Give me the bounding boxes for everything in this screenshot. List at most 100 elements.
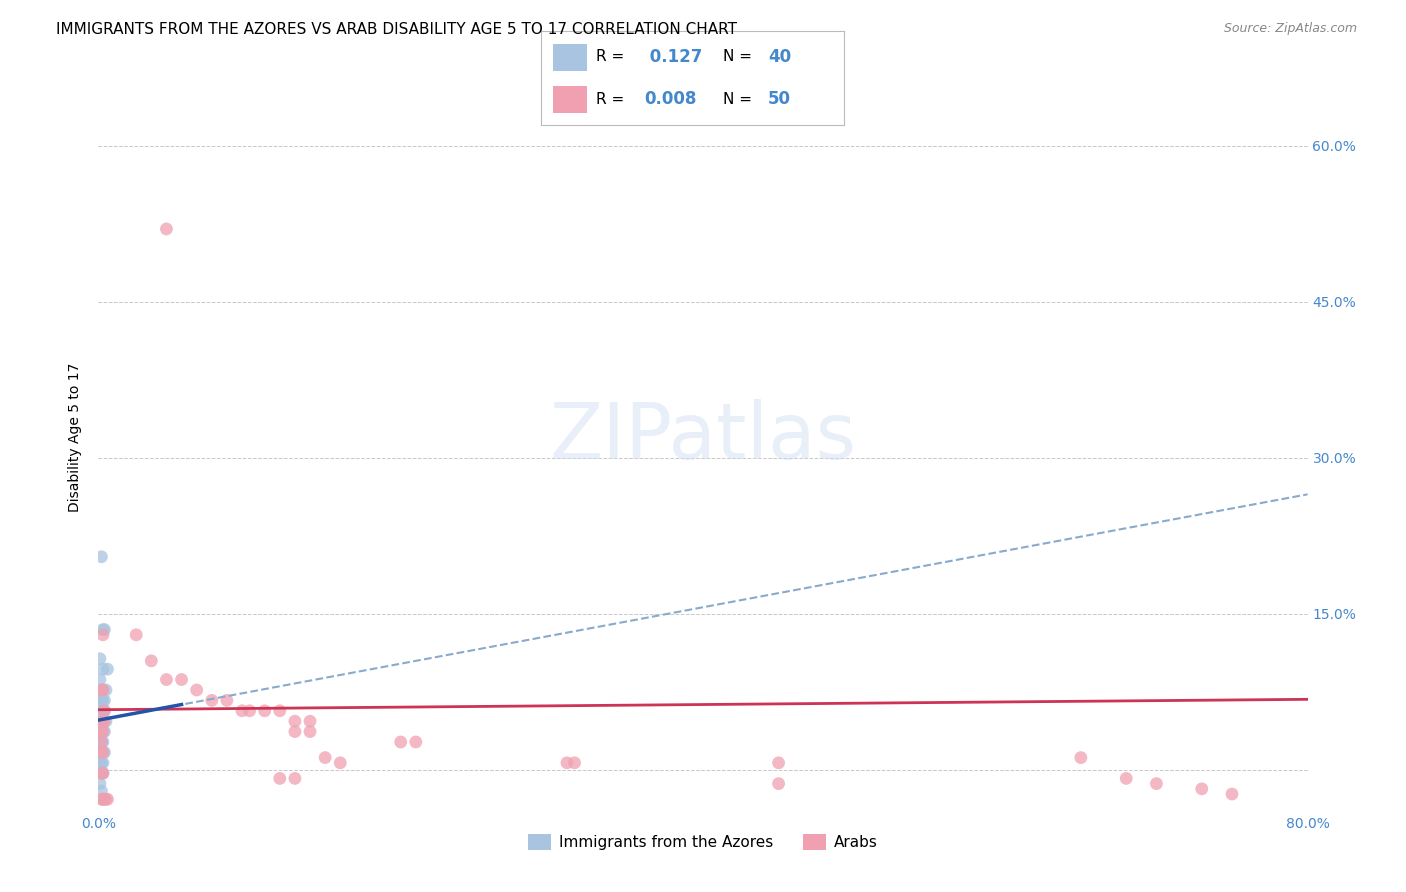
Text: 0.008: 0.008 (644, 90, 696, 108)
Point (1144, 776, 1167, 791)
Point (93, 693, 115, 707)
Point (89, 714, 111, 728)
Y-axis label: Disability Age 5 to 17: Disability Age 5 to 17 (69, 362, 83, 512)
Point (90, 714, 112, 728)
Point (170, 673, 193, 687)
Point (91, 746, 114, 760)
Point (91, 683, 114, 698)
Point (1070, 750, 1092, 764)
Point (269, 704, 291, 718)
Point (93, 704, 115, 718)
Point (91, 693, 114, 707)
Bar (554, 87, 586, 112)
Point (1220, 787, 1243, 801)
Point (93, 623, 115, 637)
Text: N =: N = (723, 49, 756, 64)
Point (186, 683, 208, 698)
Point (253, 704, 276, 718)
Point (215, 693, 238, 707)
Point (90, 724, 112, 739)
Point (1191, 781, 1213, 796)
Point (89, 651, 111, 665)
Point (284, 714, 307, 728)
Point (91, 714, 114, 728)
Point (91, 704, 114, 718)
Point (89, 673, 111, 687)
Point (90, 693, 112, 707)
Point (93, 746, 115, 760)
Point (90, 792, 112, 806)
Point (91, 628, 114, 642)
Text: 0.127: 0.127 (644, 48, 703, 66)
Point (96, 792, 118, 806)
Point (91, 714, 114, 728)
Text: R =: R = (596, 49, 628, 64)
Text: 40: 40 (768, 48, 792, 66)
Point (155, 222, 177, 236)
Point (89, 693, 111, 707)
Point (91, 766, 114, 780)
Point (269, 772, 291, 786)
Point (125, 628, 148, 642)
Point (90, 756, 112, 770)
Point (90, 746, 112, 760)
Point (94, 714, 117, 728)
Point (284, 772, 307, 786)
Point (564, 756, 586, 770)
Point (90, 735, 112, 749)
Point (299, 724, 322, 739)
Point (1115, 772, 1137, 786)
Point (91, 756, 114, 770)
Point (91, 735, 114, 749)
Point (555, 756, 578, 770)
Point (93, 724, 115, 739)
Point (89, 735, 111, 749)
Point (91, 766, 114, 780)
Point (201, 693, 224, 707)
Text: R =: R = (596, 92, 628, 107)
Point (91, 746, 114, 760)
Text: IMMIGRANTS FROM THE AZORES VS ARAB DISABILITY AGE 5 TO 17 CORRELATION CHART: IMMIGRANTS FROM THE AZORES VS ARAB DISAB… (56, 22, 737, 37)
Point (768, 756, 790, 770)
Point (90, 784, 112, 798)
Point (91, 792, 114, 806)
Point (90, 724, 112, 739)
Point (91, 683, 114, 698)
Point (329, 756, 352, 770)
Point (90, 766, 112, 780)
Bar (554, 45, 586, 70)
Point (96, 662, 118, 676)
Point (89, 776, 111, 791)
Point (91, 792, 114, 806)
Point (231, 704, 253, 718)
Point (90, 549, 112, 564)
Point (389, 735, 412, 749)
Point (284, 724, 307, 739)
Point (90, 704, 112, 718)
Text: Source: ZipAtlas.com: Source: ZipAtlas.com (1223, 22, 1357, 36)
Point (94, 683, 117, 698)
Point (91, 662, 114, 676)
Text: ZIPatlas: ZIPatlas (550, 399, 856, 475)
Text: 50: 50 (768, 90, 792, 108)
Point (405, 735, 427, 749)
Point (94, 792, 117, 806)
Point (89, 746, 111, 760)
Point (93, 714, 115, 728)
Point (89, 704, 111, 718)
Point (91, 724, 114, 739)
Point (768, 776, 790, 791)
Point (90, 746, 112, 760)
Point (314, 750, 336, 764)
Point (89, 756, 111, 770)
Point (299, 714, 322, 728)
Point (239, 704, 262, 718)
Point (141, 654, 163, 668)
Point (89, 724, 111, 739)
Point (93, 792, 115, 806)
Text: N =: N = (723, 92, 756, 107)
Point (93, 704, 115, 718)
Point (90, 735, 112, 749)
Point (90, 766, 112, 780)
Point (91, 623, 114, 637)
